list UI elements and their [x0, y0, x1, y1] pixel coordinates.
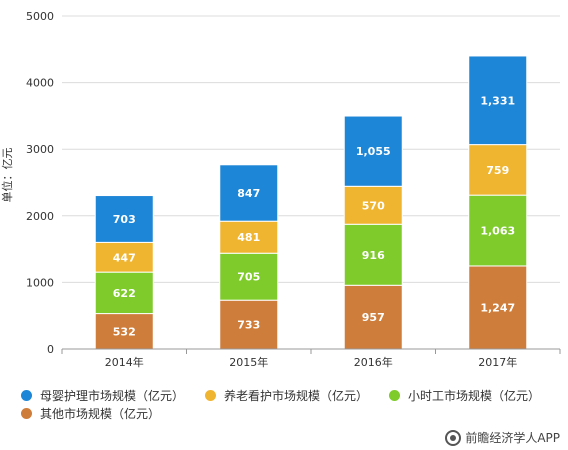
- data-label: 759: [486, 164, 509, 177]
- stacked-bar-chart: 0 1000 2000 3000 4000 5000 单位：亿元 532 622 447 703…: [0, 10, 561, 369]
- y-axis: 0 1000 2000 3000 4000 5000: [26, 10, 54, 356]
- data-label: 703: [113, 213, 136, 226]
- data-label: 1,247: [480, 301, 515, 314]
- legend-item-elderly-care: 养老看护市场规模（亿元）: [205, 387, 368, 404]
- watermark-text: 前瞻经济学人APP: [465, 431, 560, 445]
- y-tick-label: 3000: [26, 143, 54, 156]
- data-label: 1,331: [480, 94, 515, 107]
- legend-label-hourly-worker: 小时工市场规模（亿元）: [408, 389, 541, 403]
- data-label: 532: [113, 325, 136, 338]
- watermark: 前瞻经济学人APP: [445, 429, 560, 446]
- legend-dot-hourly-worker: [389, 390, 400, 401]
- data-label: 1,063: [480, 225, 515, 238]
- y-tick-label: 5000: [26, 10, 54, 23]
- data-label: 705: [237, 271, 260, 284]
- legend-label-elderly-care: 养老看护市场规模（亿元）: [224, 389, 369, 403]
- bar-segment: [468, 194, 528, 267]
- bar-segment: [468, 144, 528, 196]
- data-label: 622: [113, 287, 136, 300]
- data-label: 847: [237, 187, 260, 200]
- bar-segment: [343, 115, 403, 187]
- data-label: 481: [237, 231, 260, 244]
- legend-item-maternal-care: 母婴护理市场规模（亿元）: [21, 387, 184, 404]
- legend-item-hourly-worker: 小时工市场规模（亿元）: [389, 387, 540, 404]
- legend-label-maternal-care: 母婴护理市场规模（亿元）: [40, 389, 185, 403]
- legend-label-other: 其他市场规模（亿元）: [40, 407, 161, 421]
- y-axis-label: 单位：亿元: [0, 148, 14, 203]
- data-label: 1,055: [356, 145, 391, 158]
- data-label: 733: [237, 319, 260, 332]
- bar-segment: [94, 195, 154, 243]
- y-tick-label: 0: [47, 343, 54, 356]
- data-label: 570: [362, 199, 385, 212]
- y-tick-label: 1000: [26, 276, 54, 289]
- legend-dot-elderly-care: [205, 390, 216, 401]
- x-tick-label: 2017年: [478, 355, 517, 369]
- bar-segment: [94, 313, 154, 350]
- data-label: 957: [362, 311, 385, 324]
- x-tick-label: 2015年: [229, 355, 268, 369]
- bar-segment: [219, 164, 279, 222]
- bar-segment: [343, 223, 403, 286]
- legend: 母婴护理市场规模（亿元） 养老看护市场规模（亿元） 小时工市场规模（亿元） 其他…: [0, 383, 568, 428]
- y-tick-label: 4000: [26, 77, 54, 90]
- bar-segment: [468, 265, 528, 350]
- bar-segment: [94, 271, 154, 315]
- data-label: 447: [113, 251, 136, 264]
- bar-segment: [468, 55, 528, 146]
- bars: 532 622 447 703 733 705 481 847 957 916 570 1,055 1,…: [94, 55, 528, 350]
- legend-dot-other: [21, 408, 32, 419]
- app-logo-icon: [445, 429, 462, 446]
- x-tick-label: 2016年: [354, 355, 393, 369]
- x-tick-label: 2014年: [105, 355, 144, 369]
- bar-segment: [343, 284, 403, 350]
- y-tick-label: 2000: [26, 210, 54, 223]
- x-axis: 2014年 2015年 2016年 2017年: [61, 348, 561, 369]
- legend-dot-maternal-care: [21, 390, 32, 401]
- data-label: 916: [362, 249, 385, 262]
- legend-item-other: 其他市场规模（亿元）: [21, 405, 160, 422]
